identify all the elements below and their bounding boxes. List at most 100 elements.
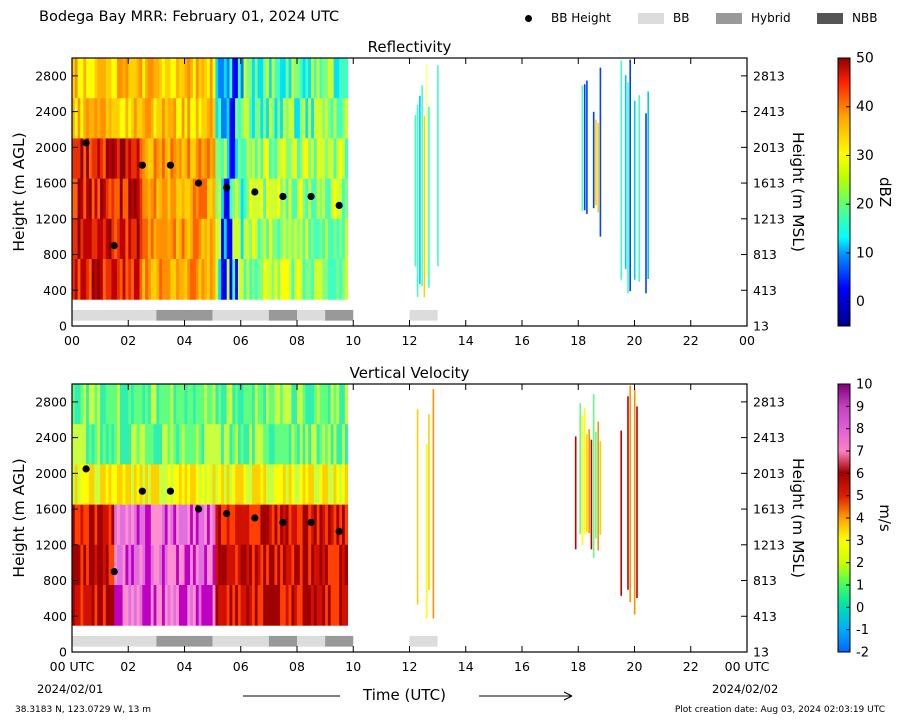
- curtain-cell: [291, 504, 295, 546]
- curtain-cell: [305, 585, 309, 626]
- curtain-cell: [86, 98, 90, 139]
- curtain-cell: [254, 384, 259, 425]
- curtain-cell: [302, 178, 306, 220]
- curtain-cell: [218, 544, 222, 586]
- curtain-cell: [313, 504, 318, 546]
- curtain-cell: [209, 544, 214, 586]
- curtain-cell: [260, 544, 264, 586]
- curtain-cell: [133, 259, 138, 300]
- curtain-cell: [207, 218, 211, 260]
- curtain-cell: [229, 464, 233, 506]
- curtain-cell: [133, 544, 138, 586]
- curtain-cell: [111, 98, 115, 139]
- curtain-cell: [86, 585, 90, 626]
- curtain-cell: [235, 384, 239, 425]
- curtain-cell: [229, 218, 233, 260]
- curtain-cell: [263, 58, 267, 99]
- bb-height-point: [307, 192, 315, 201]
- curtain-cell: [246, 98, 250, 139]
- curtain-cell: [150, 218, 155, 260]
- curtain-cell: [232, 424, 236, 465]
- curtain-cell: [204, 98, 208, 139]
- curtain-cell: [139, 544, 143, 586]
- curtain-cell: [344, 585, 349, 626]
- curtain-cell: [204, 585, 208, 626]
- curtain-cell: [266, 384, 270, 425]
- curtain-cell: [319, 585, 323, 626]
- curtain-cell: [100, 58, 104, 99]
- curtain-cell: [147, 259, 152, 300]
- curtain-cell: [170, 504, 174, 546]
- curtain-cell: [221, 464, 225, 506]
- curtain-cell: [246, 58, 250, 99]
- x-tick-label: 02: [120, 659, 136, 674]
- curtain-cell: [201, 384, 205, 425]
- curtain-cell: [257, 259, 261, 300]
- curtain-cell: [215, 504, 219, 546]
- colorbar-tick-label: 5: [856, 489, 864, 504]
- curtain-cell: [308, 98, 312, 139]
- curtain-cell: [145, 424, 149, 465]
- curtain-cell: [74, 384, 79, 425]
- curtain-cell: [80, 178, 84, 220]
- curtain-cell: [94, 384, 98, 425]
- bb-type-segment: [268, 635, 297, 647]
- curtain-cell: [252, 58, 256, 99]
- curtain-cell: [223, 585, 228, 626]
- curtain-cell: [83, 178, 87, 220]
- curtain-cell: [254, 138, 259, 180]
- curtain-cell: [122, 98, 126, 139]
- curtain-cell: [108, 218, 112, 260]
- x-tick-label: 00: [739, 333, 755, 348]
- curtain-cell: [102, 178, 107, 220]
- curtain-cell: [142, 544, 146, 586]
- curtain-cell: [170, 98, 174, 139]
- legend-hybrid-swatch: [716, 13, 742, 24]
- curtain-cell: [114, 424, 118, 465]
- curtain-cell: [150, 259, 155, 300]
- curtain-cell: [192, 98, 197, 139]
- curtain-cell: [311, 58, 315, 99]
- curtain-cell: [313, 218, 318, 260]
- legend-bb-height-label: BB Height: [551, 11, 611, 25]
- curtain-cell: [181, 58, 185, 99]
- curtain-cell: [339, 98, 343, 139]
- curtain-cell: [260, 98, 264, 139]
- curtain-cell: [201, 424, 205, 465]
- y-tick-label-right: 1613: [753, 176, 785, 191]
- curtain-cell: [311, 384, 315, 425]
- curtain-cell: [170, 585, 174, 626]
- curtain-cell: [142, 218, 146, 260]
- curtain-cell: [80, 585, 84, 626]
- curtain-cell: [176, 544, 180, 586]
- curtain-cell: [282, 138, 287, 180]
- colorbar-gradient: [837, 57, 851, 327]
- curtain-cell: [344, 138, 349, 180]
- curtain-cell: [282, 98, 287, 139]
- curtain-cell: [235, 504, 239, 546]
- curtain-cell: [257, 585, 261, 626]
- curtain-cell: [178, 58, 183, 99]
- curtain-cell: [218, 218, 222, 260]
- curtain-cell: [119, 58, 124, 99]
- curtain-cell: [624, 75, 627, 269]
- curtain-cell: [83, 464, 87, 506]
- curtain-cell: [221, 178, 225, 220]
- curtain-cell: [209, 384, 214, 425]
- curtain-cell: [136, 98, 140, 139]
- x-tick-label: 10: [345, 333, 361, 348]
- curtain-cell: [263, 98, 267, 139]
- curtain-cell: [102, 464, 107, 506]
- curtain-cell: [195, 504, 200, 546]
- curtain-cell: [316, 259, 320, 300]
- curtain-cell: [342, 504, 346, 546]
- curtain-cell: [178, 98, 183, 139]
- curtain-cell: [423, 115, 426, 298]
- curtain-cell: [147, 218, 152, 260]
- curtain-cell: [235, 464, 239, 506]
- curtain-cell: [232, 138, 236, 180]
- curtain-cell: [88, 585, 93, 626]
- curtain-cell: [235, 218, 239, 260]
- curtain-cell: [91, 98, 95, 139]
- curtain-cell: [94, 259, 98, 300]
